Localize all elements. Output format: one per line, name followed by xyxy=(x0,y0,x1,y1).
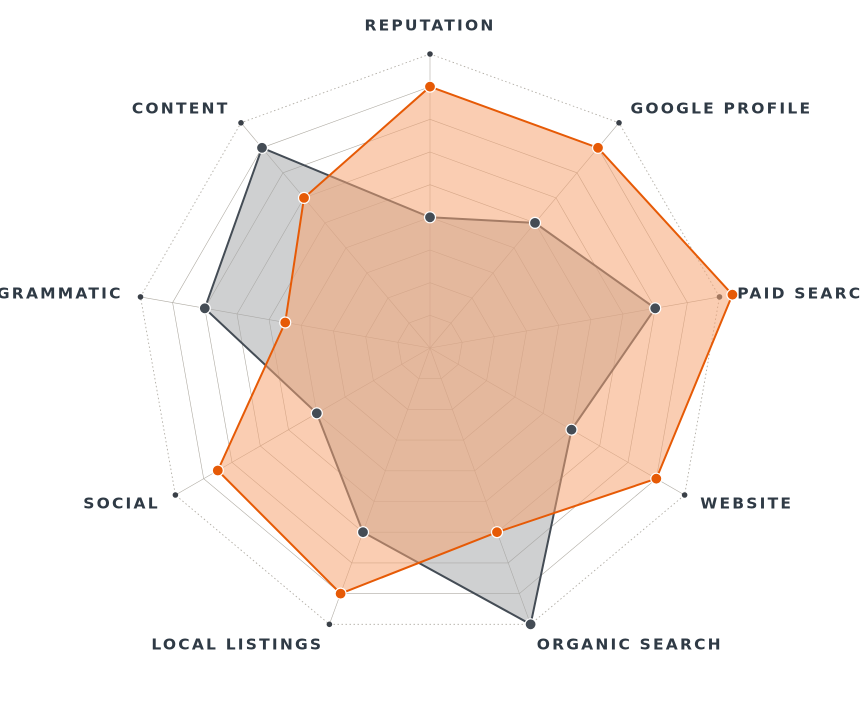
grid-ring xyxy=(140,53,720,625)
axis-label-reputation: REPUTATION xyxy=(364,17,495,35)
series-2-point-local-listings xyxy=(334,587,347,600)
series-1-point-content xyxy=(255,141,269,154)
series-2-point-organic-search xyxy=(490,526,504,539)
series-1-point-website xyxy=(565,423,578,436)
axis-label-website: WEBSITE xyxy=(700,495,793,513)
axis-end-dot-local-listings xyxy=(326,621,333,628)
axis-labels: REPUTATION GOOGLE PROFILE PAID SEARCH WEBSI… xyxy=(0,17,860,654)
series-2-point-content xyxy=(297,191,311,204)
series-1-point-reputation xyxy=(423,211,437,224)
axis-label-programmatic: PROGRAMMATIC xyxy=(0,284,123,302)
series-2-point-paid-search xyxy=(726,288,739,301)
axis-label-organic-search: ORGANIC SEARCH xyxy=(537,636,723,654)
axis-end-dot-reputation xyxy=(427,51,433,57)
series-2-area xyxy=(216,85,734,595)
axis-end-dot-content xyxy=(238,120,244,126)
axis-label-local-listings: LOCAL LISTINGS xyxy=(151,636,323,654)
axis-end-dot-website xyxy=(681,492,688,498)
axis-label-paid-search: PAID SEARCH xyxy=(737,284,860,302)
axis-label-content: CONTENT xyxy=(132,100,230,118)
series-2-point-google-profile xyxy=(591,141,605,154)
series-2-point-website xyxy=(650,472,663,485)
series-1-point-google-profile xyxy=(528,216,542,229)
series-1-point-local-listings xyxy=(356,526,370,539)
series-2-point-programmatic xyxy=(279,316,292,329)
series-1-point-paid-search xyxy=(649,302,662,315)
axis-label-google-profile: GOOGLE PROFILE xyxy=(631,100,813,118)
series-1-point-organic-search xyxy=(524,618,537,631)
radar-series xyxy=(198,80,739,631)
series-2-point-social xyxy=(211,464,224,477)
axis-label-social: SOCIAL xyxy=(83,495,160,513)
series-2-point-reputation xyxy=(423,80,437,93)
axis-end-dot-programmatic xyxy=(137,294,144,300)
series-1-point-programmatic xyxy=(198,302,211,315)
series-1-point-social xyxy=(310,407,323,420)
axis-end-dot-google-profile xyxy=(616,120,622,126)
axis-end-dot-social xyxy=(172,492,179,498)
